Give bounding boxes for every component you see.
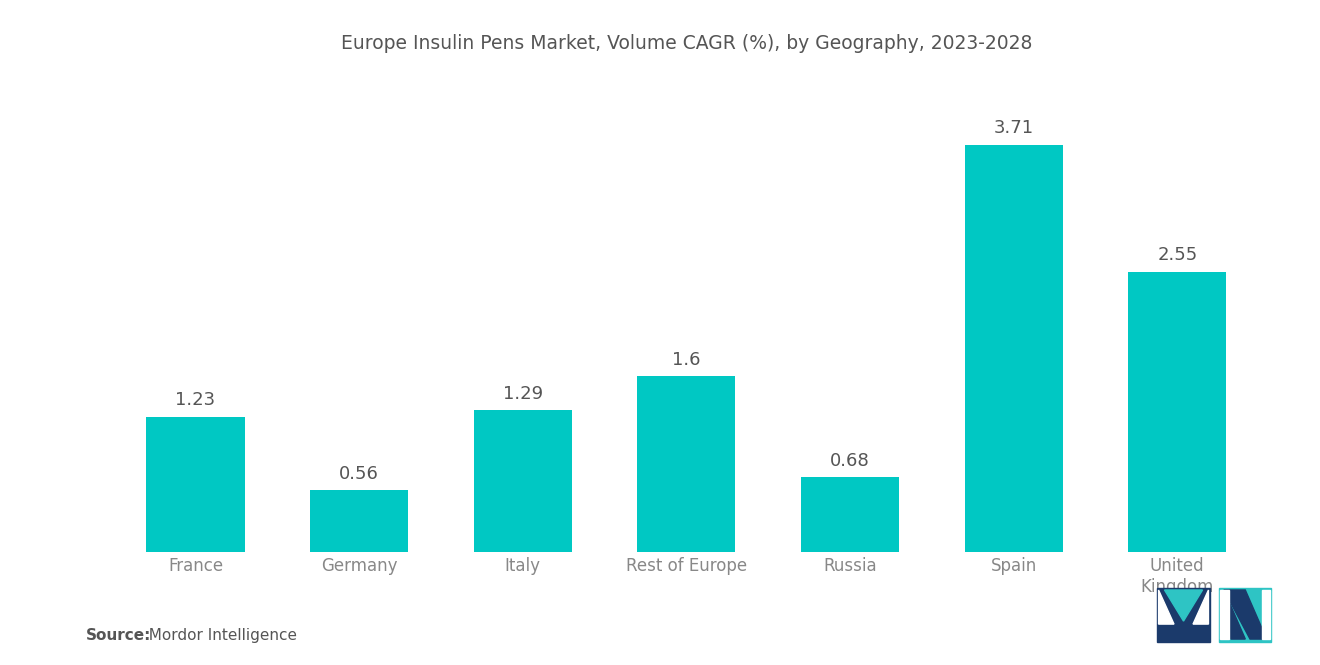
Text: 0.68: 0.68 [830, 452, 870, 469]
Text: 1.23: 1.23 [176, 391, 215, 409]
Text: 0.56: 0.56 [339, 465, 379, 483]
Text: 1.29: 1.29 [503, 384, 543, 402]
Polygon shape [1220, 589, 1271, 642]
Polygon shape [1262, 590, 1270, 639]
Polygon shape [1193, 590, 1209, 624]
Polygon shape [1224, 590, 1267, 639]
Polygon shape [1224, 590, 1245, 639]
Bar [474, 410, 572, 552]
Polygon shape [1158, 589, 1209, 642]
Bar [1129, 272, 1226, 552]
Bar [801, 477, 899, 552]
Bar [638, 376, 735, 552]
Polygon shape [1220, 590, 1229, 639]
Text: Source:: Source: [86, 628, 152, 643]
Text: 2.55: 2.55 [1158, 246, 1197, 264]
Bar [965, 144, 1063, 552]
Polygon shape [1159, 590, 1173, 624]
Bar [310, 491, 408, 552]
Polygon shape [1164, 590, 1203, 621]
Text: 3.71: 3.71 [994, 119, 1034, 137]
Bar [147, 417, 244, 552]
Text: Mordor Intelligence: Mordor Intelligence [139, 628, 297, 643]
Title: Europe Insulin Pens Market, Volume CAGR (%), by Geography, 2023-2028: Europe Insulin Pens Market, Volume CAGR … [341, 34, 1032, 53]
Text: 1.6: 1.6 [672, 350, 701, 368]
